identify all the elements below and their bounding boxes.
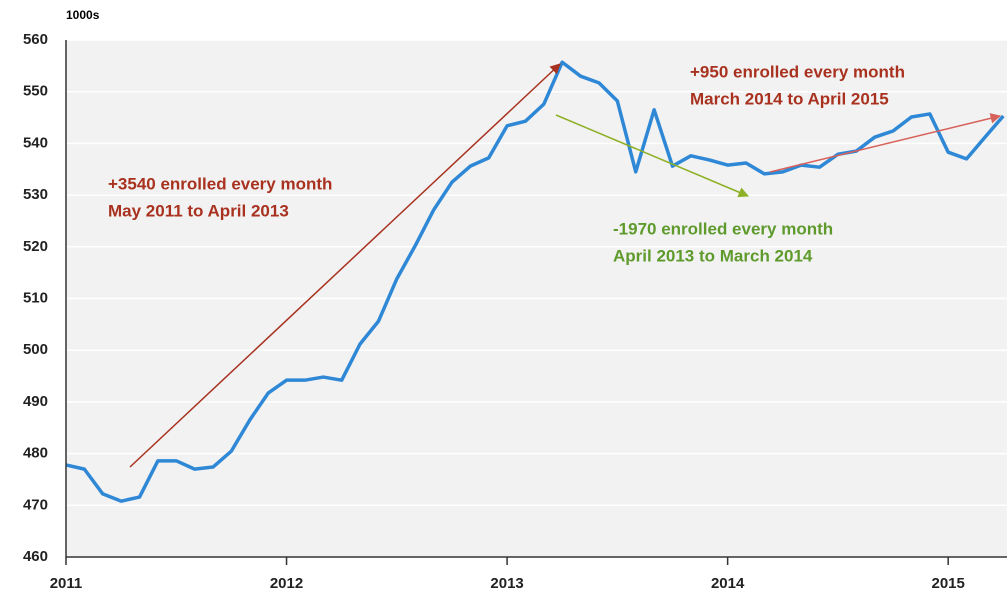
annotation: -1970 enrolled every month — [613, 219, 833, 238]
y-tick-label: 510 — [23, 289, 48, 306]
y-tick-label: 560 — [23, 31, 48, 48]
y-tick-label: 540 — [23, 134, 48, 151]
unit-label: 1000s — [66, 8, 100, 22]
y-tick-label: 460 — [23, 548, 48, 565]
trend-arrow — [129, 63, 561, 468]
y-tick-label: 550 — [23, 83, 48, 100]
y-tick-label: 530 — [23, 186, 48, 203]
annotation: +3540 enrolled every month — [108, 174, 332, 193]
x-tick-label: 2014 — [711, 575, 745, 592]
x-tick-label: 2013 — [490, 575, 523, 592]
annotation: May 2011 to April 2013 — [108, 201, 289, 220]
trend-arrow — [555, 114, 749, 198]
annotation: March 2014 to April 2015 — [690, 89, 889, 108]
y-tick-label: 480 — [23, 445, 48, 462]
trend-arrow — [769, 113, 1002, 173]
y-tick-label: 500 — [23, 341, 48, 358]
y-tick-label: 490 — [23, 393, 48, 410]
y-tick-label: 470 — [23, 496, 48, 513]
x-tick-label: 2015 — [931, 575, 964, 592]
y-tick-label: 520 — [23, 238, 48, 255]
annotation: +950 enrolled every month — [690, 62, 905, 81]
annotation: April 2013 to March 2014 — [613, 246, 813, 265]
x-tick-label: 2011 — [50, 575, 83, 592]
x-tick-label: 2012 — [270, 575, 303, 592]
